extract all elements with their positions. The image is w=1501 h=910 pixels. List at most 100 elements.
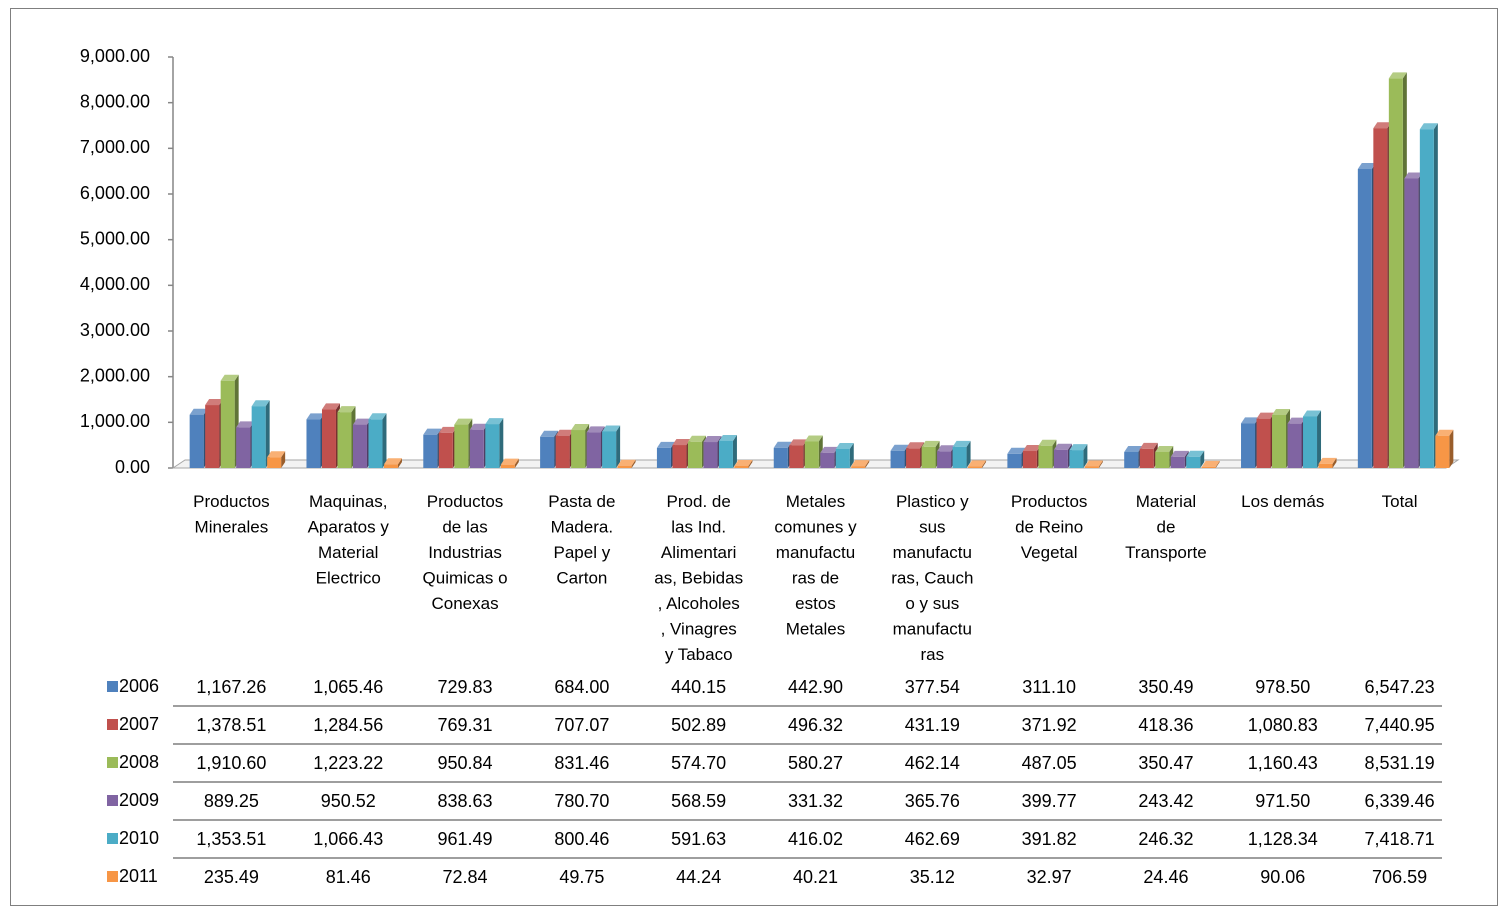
- table-cell: 24.46: [1143, 867, 1188, 887]
- x-tick-label-line: o y sus: [905, 594, 959, 613]
- bar-front: [1007, 453, 1022, 468]
- bar-front: [1201, 466, 1216, 468]
- x-tick-label-line: Metales: [786, 620, 846, 639]
- bar-2010-7: [1069, 444, 1088, 468]
- bar-2010-3: [602, 425, 621, 468]
- x-tick-label-line: de las: [442, 518, 487, 537]
- x-tick-label-line: las Ind.: [671, 518, 726, 537]
- bar-top: [469, 423, 488, 430]
- table-cell: 350.49: [1138, 677, 1193, 697]
- table-cell: 365.76: [905, 791, 960, 811]
- y-tick-label: 9,000.00: [80, 46, 150, 66]
- x-tick-label-line: Productos: [193, 492, 270, 511]
- x-tick-label-line: y Tabaco: [665, 645, 733, 664]
- bar-top: [438, 426, 457, 433]
- table-cell: 729.83: [438, 677, 493, 697]
- legend-key: [107, 681, 118, 692]
- bar-top: [1272, 409, 1291, 416]
- bar-side: [1083, 444, 1088, 468]
- bar-top: [571, 424, 590, 431]
- table-cell: 1,065.46: [313, 677, 383, 697]
- table-cell: 1,284.56: [313, 715, 383, 735]
- bar-2010-2: [485, 418, 504, 468]
- bar-top: [189, 408, 208, 415]
- bar-2007-0: [205, 399, 224, 468]
- bar-top: [1435, 429, 1454, 436]
- y-tick-label: 0.00: [115, 457, 150, 477]
- x-tick-label-line: ras, Cauch: [891, 569, 973, 588]
- bar-front: [835, 449, 850, 468]
- bar-front: [1303, 416, 1318, 468]
- bar-2006-7: [1007, 447, 1026, 468]
- bar-2008-8: [1155, 445, 1174, 468]
- bar-front: [851, 466, 866, 468]
- y-tick-label: 4,000.00: [80, 274, 150, 294]
- bar-top: [656, 441, 675, 448]
- bar-front: [773, 447, 788, 468]
- x-tick-label: Prod. de las Ind. Alimentari as, Bebidas , A…: [654, 492, 743, 664]
- x-tick-label-line: Aparatos y: [308, 518, 390, 537]
- x-tick-label-line: Plastico y: [896, 492, 969, 511]
- bar-front: [617, 465, 632, 468]
- table-cell: 780.70: [554, 791, 609, 811]
- x-tick-label-line: estos: [795, 594, 836, 613]
- bar-front: [454, 424, 469, 468]
- table-cell: 961.49: [438, 829, 493, 849]
- table-cell: 707.07: [554, 715, 609, 735]
- bar-front: [469, 429, 484, 468]
- bar-front: [352, 424, 367, 468]
- bar-top: [1287, 417, 1306, 424]
- bar-2008-6: [921, 440, 940, 468]
- bar-side: [966, 440, 971, 468]
- bar-2008-10: [1388, 72, 1407, 468]
- legend-key: [107, 833, 118, 844]
- x-tick-label-line: manufactu: [893, 543, 972, 562]
- bar-top: [1053, 443, 1072, 450]
- bar-top: [820, 446, 839, 453]
- bar-front: [906, 448, 921, 468]
- table-cell: 971.50: [1255, 791, 1310, 811]
- bars: [189, 72, 1454, 469]
- bar-top: [352, 418, 371, 425]
- bar-2008-2: [454, 418, 473, 468]
- bar-top: [586, 426, 605, 433]
- bar-front: [189, 414, 204, 468]
- x-tick-label-line: Minerales: [195, 518, 269, 537]
- bar-front: [1272, 415, 1287, 468]
- table-cell: 496.32: [788, 715, 843, 735]
- x-tick-label-line: , Vinagres: [661, 620, 737, 639]
- bar-side: [514, 458, 519, 468]
- x-tick-label-line: ras: [921, 645, 945, 664]
- bar-top: [773, 441, 792, 448]
- y-tick-label: 3,000.00: [80, 320, 150, 340]
- table-cell: 574.70: [671, 753, 726, 773]
- bar-2011-10: [1435, 429, 1454, 468]
- legend-label: 2006: [119, 676, 159, 696]
- table-cell: 72.84: [443, 867, 488, 887]
- table-cell: 81.46: [326, 867, 371, 887]
- bar-2011-5: [851, 460, 870, 468]
- bar-top: [383, 458, 402, 465]
- bar-top: [500, 458, 519, 465]
- bar-front: [220, 380, 235, 468]
- bar-side: [982, 460, 987, 468]
- bar-2007-4: [672, 439, 691, 468]
- y-tick-label: 5,000.00: [80, 228, 150, 248]
- table-cell: 502.89: [671, 715, 726, 735]
- bar-2008-1: [337, 406, 356, 468]
- bar-front: [368, 419, 383, 468]
- bar-2009-1: [352, 418, 371, 468]
- category-labels: Productos Minerales Maquinas, Aparatos y Mat…: [193, 492, 1417, 664]
- y-tick-label: 8,000.00: [80, 91, 150, 111]
- x-tick-label: Metales comunes y manufactu ras de estos Meta…: [774, 492, 857, 639]
- y-tick-label: 1,000.00: [80, 411, 150, 431]
- bar-top: [789, 439, 808, 446]
- legend-key: [107, 871, 118, 882]
- bar-top: [968, 460, 987, 467]
- bar-2007-3: [555, 429, 574, 468]
- bar-top: [952, 440, 971, 447]
- table-cell: 32.97: [1027, 867, 1072, 887]
- bar-front: [968, 466, 983, 468]
- bar-top: [485, 418, 504, 425]
